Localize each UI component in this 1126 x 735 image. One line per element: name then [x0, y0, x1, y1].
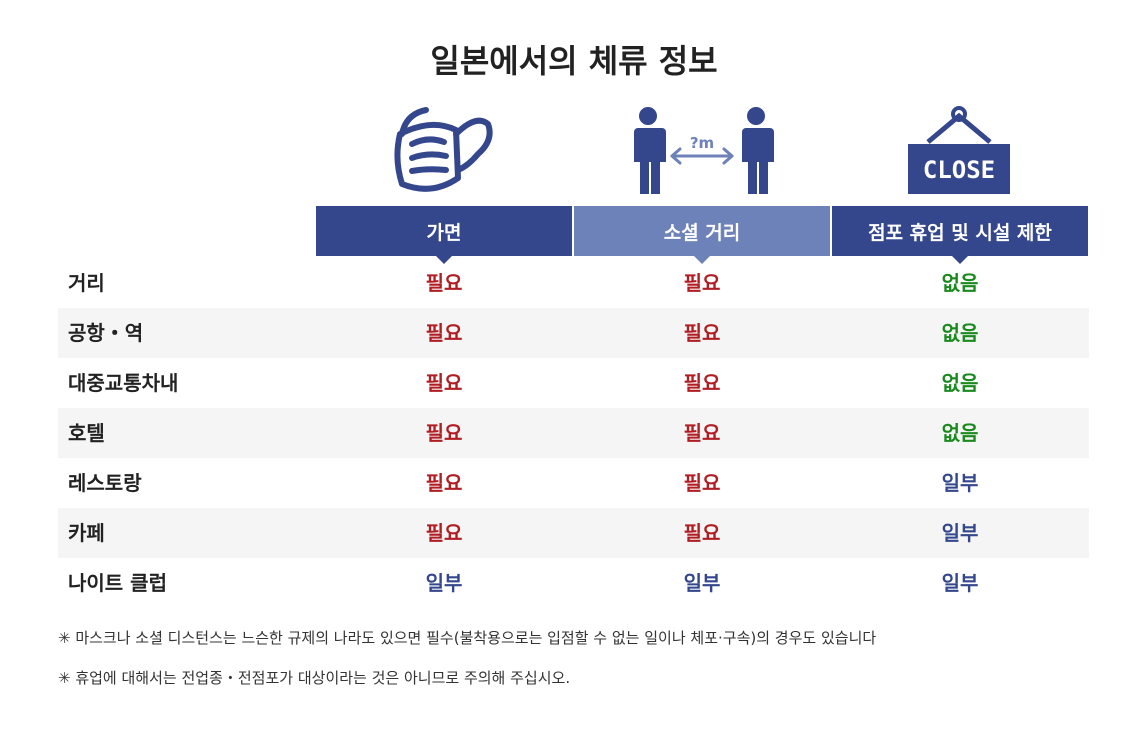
distance-label: ?m: [690, 134, 714, 152]
status-cell: 필요: [425, 271, 463, 295]
note-mask-distance: ✳ 마스크나 소셜 디스턴스는 느슨한 규제의 나라도 있으면 필수(불착용으로…: [58, 629, 877, 647]
column-header-social-distance: 소셜 거리: [574, 206, 830, 264]
status-cell: 일부: [941, 471, 979, 495]
status-cell: 필요: [425, 521, 463, 545]
table-row: 나이트 클럽 일부 일부 일부: [58, 558, 1089, 608]
status-cell: 없음: [941, 371, 979, 395]
page-title: 일본에서의 체류 정보: [430, 42, 718, 80]
note-closure: ✳ 휴업에 대해서는 전업종・전점포가 대상이라는 것은 아니므로 주의해 주십…: [58, 669, 571, 687]
status-cell: 필요: [683, 371, 721, 395]
table-row: 호텔 필요 필요 없음: [58, 408, 1089, 458]
table-row: 공항・역 필요 필요 없음: [58, 308, 1089, 358]
status-cell: 필요: [425, 421, 463, 445]
row-label: 레스토랑: [68, 471, 142, 495]
status-cell: 없음: [941, 421, 979, 445]
table-row: 카페 필요 필요 일부: [58, 508, 1089, 558]
table-row: 대중교통차내 필요 필요 없음: [58, 358, 1089, 408]
status-cell: 필요: [425, 371, 463, 395]
status-cell: 일부: [941, 521, 979, 545]
column-header-closure: 점포 휴업 및 시설 제한: [832, 206, 1088, 264]
row-label: 거리: [68, 271, 105, 295]
status-cell: 필요: [683, 421, 721, 445]
table-row: 거리 필요 필요 없음: [58, 258, 1089, 308]
row-label: 공항・역: [68, 321, 144, 345]
row-label: 나이트 클럽: [68, 571, 167, 595]
status-cell: 필요: [683, 521, 721, 545]
table-row: 레스토랑 필요 필요 일부: [58, 458, 1089, 508]
row-label: 호텔: [68, 421, 105, 445]
status-cell: 필요: [425, 321, 463, 345]
social-distance-icon: ?m: [634, 107, 774, 194]
status-cell: 필요: [683, 321, 721, 345]
row-label: 대중교통차내: [68, 371, 179, 395]
status-cell: 없음: [941, 271, 979, 295]
status-cell: 없음: [941, 321, 979, 345]
close-sign-icon: CLOSE: [908, 106, 1010, 194]
close-label: CLOSE: [923, 156, 995, 184]
column-header-mask: 가면: [316, 206, 572, 264]
status-cell: 필요: [683, 471, 721, 495]
status-cell: 필요: [425, 471, 463, 495]
status-cell: 필요: [683, 271, 721, 295]
face-mask-icon: [394, 107, 493, 192]
status-cell: 일부: [941, 571, 979, 595]
status-cell: 일부: [683, 571, 721, 595]
row-label: 카페: [68, 521, 105, 545]
status-cell: 일부: [425, 571, 463, 595]
